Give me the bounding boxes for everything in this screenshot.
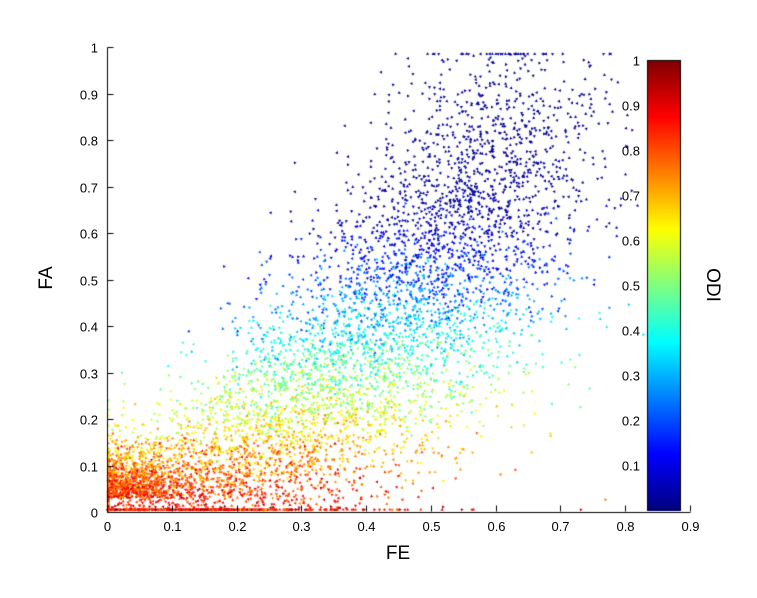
y-tick-label: 0 (90, 505, 98, 520)
y-tick-label: 1 (90, 40, 98, 55)
colorbar-tick-label: 0.9 (621, 98, 640, 113)
colorbar-tick-label: 0.4 (621, 323, 640, 338)
x-tick-label: 0.1 (163, 519, 182, 534)
y-tick-label: 0.9 (79, 87, 98, 102)
y-tick-label: 0.3 (79, 366, 98, 381)
y-tick-label: 0.8 (79, 133, 98, 148)
y-tick-label: 0.2 (79, 412, 98, 427)
y-tick-label: 0.1 (79, 459, 98, 474)
colorbar-label: ODI (702, 268, 723, 302)
x-tick-label: 0.8 (616, 519, 635, 534)
x-tick-label: 0.6 (487, 519, 506, 534)
x-axis-label: FE (385, 543, 411, 564)
colorbar-tick-label: 0.7 (621, 188, 640, 203)
colorbar-tick-label: 0.8 (621, 143, 640, 158)
y-tick-label: 0.6 (79, 226, 98, 241)
colorbar-tick-label: 0.5 (621, 278, 640, 293)
colorbar-tick-label: 0.1 (621, 458, 640, 473)
colorbar-tick-label: 0.2 (621, 413, 640, 428)
colorbar-tick-label: 0.3 (621, 368, 640, 383)
colorbar-tick-label: 1 (632, 53, 640, 68)
x-tick-label: 0.3 (292, 519, 311, 534)
y-tick-label: 0.7 (79, 180, 98, 195)
x-tick-label: 0.5 (422, 519, 441, 534)
x-tick-label: 0.9 (681, 519, 700, 534)
x-tick-label: 0.7 (551, 519, 570, 534)
x-tick-label: 0 (103, 519, 112, 534)
x-tick-label: 0.4 (357, 519, 376, 534)
x-tick-label: 0.2 (228, 519, 247, 534)
colorbar-tick-label: 0.6 (621, 233, 640, 248)
y-tick-label: 0.4 (79, 319, 98, 334)
y-tick-label: 0.5 (79, 273, 98, 288)
